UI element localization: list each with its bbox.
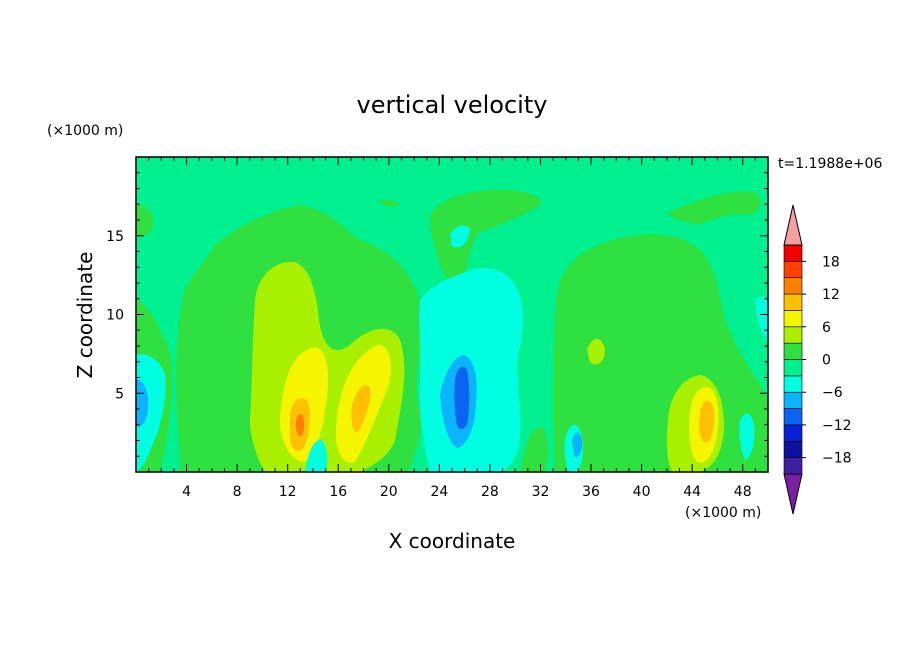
colorbar-segment bbox=[783, 424, 803, 442]
colorbar-segment bbox=[783, 440, 803, 458]
x-axis: 4 8 12 16 20 24 28 32 36 40 44 48 bbox=[148, 157, 756, 500]
contour-region bbox=[520, 427, 549, 472]
y-axis: 5 10 15 bbox=[106, 172, 768, 457]
x-tick-label: 28 bbox=[481, 484, 499, 500]
x-tick-label: 48 bbox=[734, 484, 752, 500]
contour-region bbox=[305, 439, 328, 472]
y-tick-label: 15 bbox=[106, 229, 124, 245]
colorbar-segment bbox=[783, 391, 803, 409]
colorbar-segment bbox=[783, 293, 803, 311]
contour-region bbox=[351, 385, 371, 433]
colorbar-segment bbox=[783, 342, 803, 360]
colorbar-segment bbox=[783, 326, 803, 344]
colorbar-tick-label: 12 bbox=[822, 287, 840, 303]
colorbar-segment bbox=[783, 261, 803, 279]
chart-title: vertical velocity bbox=[357, 91, 548, 119]
negative-large-regions bbox=[454, 366, 470, 430]
y-tick-label: 10 bbox=[106, 308, 124, 324]
contour-field bbox=[136, 157, 768, 472]
contour-region bbox=[295, 414, 305, 437]
contour-region bbox=[572, 432, 583, 458]
colorbar-segment bbox=[783, 359, 803, 377]
colorbar-arrow-max bbox=[783, 204, 803, 246]
colorbar: 18 12 6 0 −6 −12 −18 bbox=[783, 204, 852, 515]
x-tick-label: 8 bbox=[233, 484, 242, 500]
contour-region bbox=[136, 204, 154, 237]
x-tick-label: 16 bbox=[329, 484, 347, 500]
contour-region bbox=[378, 199, 400, 207]
colorbar-segment bbox=[783, 244, 803, 262]
x-unit-label: (×1000 m) bbox=[685, 505, 761, 521]
colorbar-tick-label: −12 bbox=[822, 418, 852, 434]
colorbar-tick-label: 6 bbox=[822, 320, 831, 336]
x-tick-label: 4 bbox=[182, 484, 191, 500]
colorbar-segment bbox=[783, 408, 803, 426]
y-axis-label: Z coordinate bbox=[73, 252, 97, 379]
contour-region bbox=[699, 400, 715, 443]
colorbar-segment bbox=[783, 310, 803, 328]
colorbar-tick-label: 18 bbox=[822, 254, 840, 270]
colorbar-arrow-min bbox=[783, 473, 803, 515]
contour-region bbox=[136, 379, 149, 427]
x-tick-label: 12 bbox=[279, 484, 297, 500]
colorbar-segment bbox=[783, 375, 803, 393]
contour-region bbox=[587, 338, 605, 365]
x-tick-label: 20 bbox=[380, 484, 398, 500]
y-unit-label: (×1000 m) bbox=[47, 123, 123, 139]
x-axis-label: X coordinate bbox=[389, 529, 516, 553]
contour-region bbox=[739, 413, 755, 460]
colorbar-segment bbox=[783, 457, 803, 475]
colorbar-segment bbox=[783, 277, 803, 295]
positive-max-regions bbox=[295, 414, 305, 437]
contour-region bbox=[755, 296, 768, 340]
y-tick-label: 5 bbox=[115, 386, 124, 402]
x-tick-label: 36 bbox=[582, 484, 600, 500]
time-label: t=1.1988e+06 bbox=[778, 156, 882, 172]
contour-region bbox=[136, 354, 166, 472]
contour-region bbox=[450, 225, 470, 248]
contour-region bbox=[600, 429, 672, 472]
contour-region bbox=[668, 191, 761, 224]
x-tick-label: 24 bbox=[430, 484, 448, 500]
contour-region bbox=[454, 366, 470, 430]
colorbar-tick-label: −18 bbox=[822, 451, 852, 467]
contour-region bbox=[429, 189, 541, 286]
colorbar-tick-label: −6 bbox=[822, 385, 843, 401]
x-tick-label: 44 bbox=[683, 484, 701, 500]
colorbar-tick-label: 0 bbox=[822, 353, 831, 369]
x-tick-label: 40 bbox=[633, 484, 651, 500]
x-tick-label: 32 bbox=[532, 484, 550, 500]
